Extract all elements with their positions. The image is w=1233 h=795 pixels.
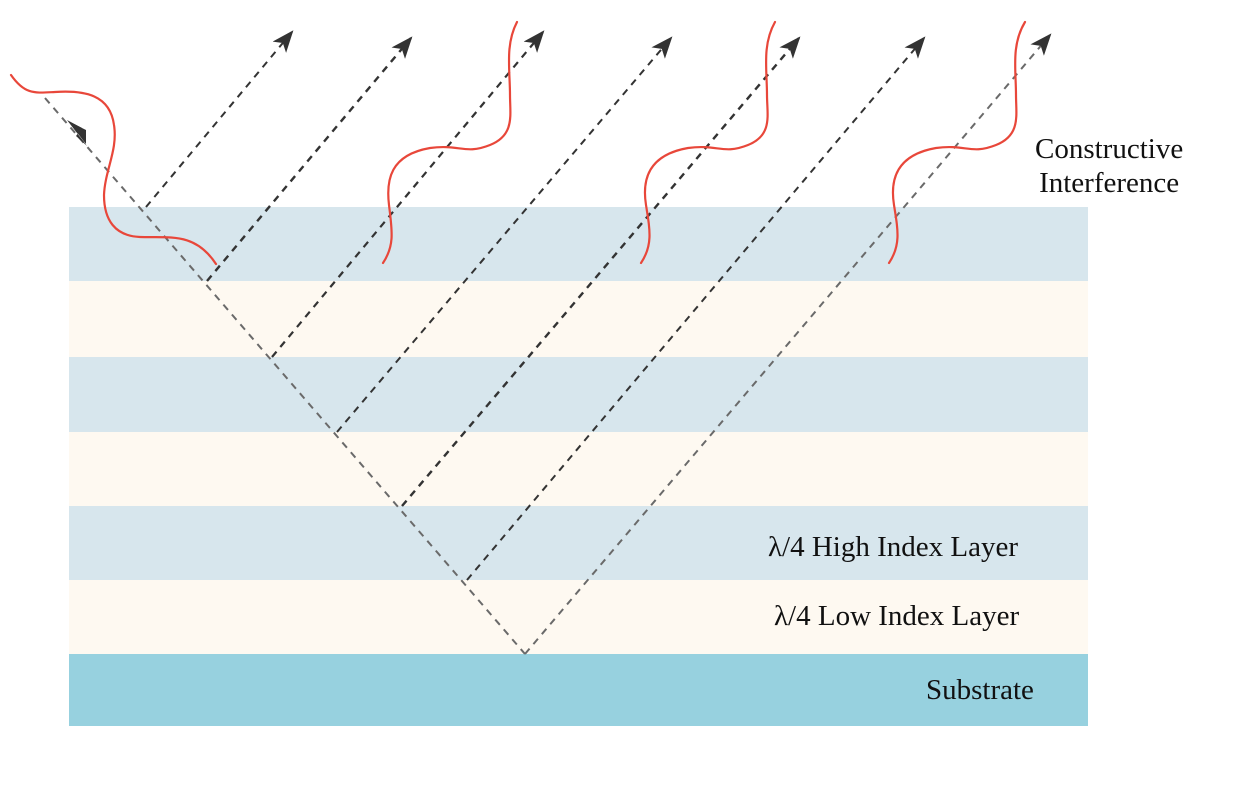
reflected-rays — [145, 30, 1052, 655]
reflected-wave-1 — [381, 20, 519, 265]
reflected-ray-1 — [145, 30, 294, 208]
incident-wave — [9, 73, 218, 266]
constructive-interference-label: Constructive Interference — [1035, 132, 1183, 200]
high-index-layer — [69, 506, 1088, 580]
constructive-label-line1: Constructive — [1035, 133, 1184, 165]
reflected-wave-2 — [639, 20, 777, 265]
high-index-layer-label: λ/4 High Index Layer — [768, 531, 1019, 563]
reflected-ray-5 — [401, 36, 801, 507]
low-index-layer-label: λ/4 Low Index Layer — [774, 600, 1020, 632]
layer-stack — [69, 207, 1088, 726]
substrate-label: Substrate — [926, 674, 1034, 706]
reflected-ray-7 — [524, 33, 1052, 655]
low-index-layer — [69, 281, 1088, 357]
low-index-layer — [69, 432, 1088, 506]
high-index-layer — [69, 207, 1088, 281]
substrate-layer — [69, 654, 1088, 726]
reflected-wave-3 — [887, 20, 1027, 265]
reflected-ray-6 — [466, 36, 926, 581]
constructive-label-line2: Interference — [1039, 167, 1180, 199]
incident-ray — [44, 97, 526, 655]
waves — [9, 20, 1027, 266]
high-index-layer — [69, 357, 1088, 432]
reflected-ray-2 — [206, 36, 413, 282]
reflected-ray-3 — [271, 30, 545, 358]
reflected-ray-4 — [336, 36, 673, 433]
